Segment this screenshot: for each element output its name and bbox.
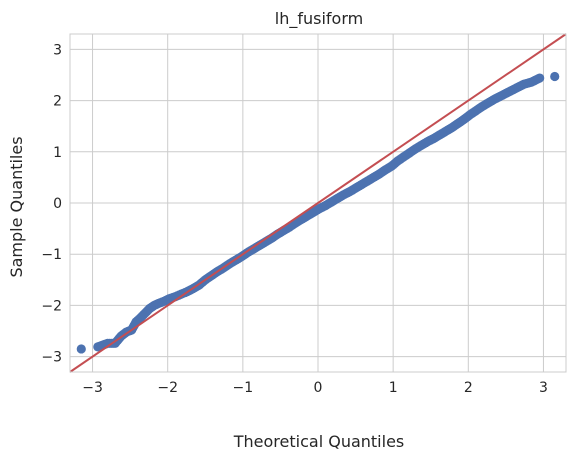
x-tick-label: −2 [157, 380, 178, 396]
y-tick-label: −1 [41, 247, 62, 263]
x-axis-ticks: −3 −2 −1 0 1 2 3 [82, 380, 548, 396]
chart-title: lh_fusiform [275, 9, 363, 29]
y-axis-ticks: −3 −2 −1 0 1 2 3 [41, 42, 62, 365]
x-axis-label: Theoretical Quantiles [233, 432, 405, 451]
x-tick-label: 2 [464, 380, 473, 396]
x-tick-label: 3 [539, 380, 548, 396]
reference-line [69, 33, 567, 373]
y-tick-label: 2 [53, 94, 62, 110]
y-tick-label: 0 [53, 196, 62, 212]
y-tick-label: 3 [53, 42, 62, 58]
x-tick-label: 1 [389, 380, 398, 396]
y-tick-label: 1 [53, 145, 62, 161]
x-tick-label: −3 [82, 380, 103, 396]
y-tick-label: −3 [41, 350, 62, 366]
data-point [535, 73, 545, 83]
x-tick-label: 0 [314, 380, 323, 396]
data-point [550, 71, 560, 82]
y-tick-label: −2 [41, 298, 62, 314]
reference-line-group [69, 33, 567, 373]
x-tick-label: −1 [233, 380, 254, 396]
y-axis-label: Sample Quantiles [7, 136, 26, 277]
plot-frame [69, 33, 567, 373]
data-point [76, 344, 86, 354]
